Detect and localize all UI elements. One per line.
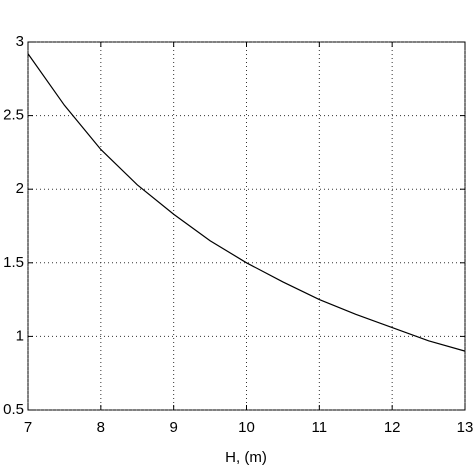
- x-tick-label: 9: [169, 419, 177, 436]
- x-tick-label: 10: [238, 419, 255, 436]
- y-tick-label: 0.5: [3, 401, 24, 418]
- x-tick-label: 8: [97, 419, 105, 436]
- y-tick-label: 1: [16, 327, 24, 344]
- x-tick-label: 13: [457, 419, 474, 436]
- x-axis-label: H, (m): [225, 449, 267, 466]
- y-tick-label: 3: [16, 33, 24, 50]
- y-tick-label: 2.5: [3, 107, 24, 124]
- x-tick-label: 11: [312, 419, 328, 436]
- y-tick-label: 1.5: [3, 254, 24, 271]
- y-tick-label: 2: [16, 180, 24, 197]
- data-line: [27, 53, 466, 352]
- x-tick-label: 12: [384, 419, 401, 436]
- x-tick-label: 7: [24, 419, 32, 436]
